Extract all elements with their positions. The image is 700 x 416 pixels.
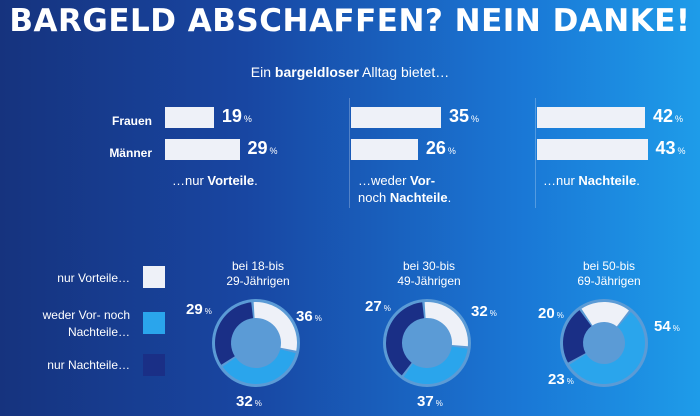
donut-slice	[385, 302, 425, 376]
bar	[537, 139, 648, 160]
legend-swatch-nachteile	[143, 354, 165, 376]
legend-swatch-weder	[143, 312, 165, 334]
donut-slice	[215, 302, 254, 365]
row-label-frauen: Frauen	[111, 114, 152, 128]
donut-slice	[222, 349, 296, 384]
donut-value-label: 23%	[548, 371, 574, 388]
legend-swatch-vorteile	[143, 266, 165, 288]
donut-slice	[569, 312, 645, 384]
caption-nachteile: …nur Nachteile.	[543, 173, 640, 188]
bar	[351, 139, 418, 160]
donut-value-label: 36%	[296, 308, 322, 325]
donut-value-label: 54%	[654, 318, 680, 335]
bar-value-label: 29%	[247, 138, 278, 158]
divider	[535, 98, 536, 208]
legend-label-nachteile: nur Nachteile…	[47, 358, 130, 372]
bar-value-label: 19%	[221, 106, 252, 126]
legend-label-weder: weder Vor- noch Nachteile…	[42, 308, 130, 339]
donut-slice	[562, 310, 592, 363]
donut-value-label: 32%	[236, 393, 262, 410]
subtitle: Ein bargeldloser Alltag bietet…	[250, 64, 450, 80]
donut-slice	[581, 301, 629, 327]
bar-value-label: 42%	[652, 106, 683, 126]
donut-slice	[403, 346, 468, 385]
bar-value-label: 35%	[448, 106, 479, 126]
row-label-maenner: Männer	[109, 146, 152, 160]
bar-value-label: 26%	[425, 138, 456, 158]
bar	[165, 139, 240, 160]
caption-weder: …weder Vor-noch Nachteile.	[358, 173, 452, 205]
group-title-30-49: bei 30-bis 49-Jährigen	[397, 259, 461, 288]
divider	[349, 98, 350, 208]
donut-value-label: 27%	[365, 298, 391, 315]
donut-value-label: 32%	[471, 303, 497, 320]
bar	[351, 107, 441, 128]
donut-slice	[253, 301, 297, 351]
caption-vorteile: …nur Vorteile.	[172, 173, 258, 188]
donut-value-label: 29%	[186, 301, 212, 318]
donut-value-label: 37%	[417, 393, 443, 410]
group-title-18-29: bei 18-bis 29-Jährigen	[226, 259, 290, 288]
donut-value-label: 20%	[538, 305, 564, 322]
bar	[165, 107, 214, 128]
bar-value-label: 43%	[655, 138, 686, 158]
page-title: BARGELD ABSCHAFFEN? NEIN DANKE!	[9, 3, 691, 39]
bar	[537, 107, 645, 128]
group-title-50-69: bei 50-bis 69-Jährigen	[577, 259, 641, 288]
legend-label-vorteile: nur Vorteile…	[57, 271, 130, 285]
donut-slice	[424, 301, 468, 347]
